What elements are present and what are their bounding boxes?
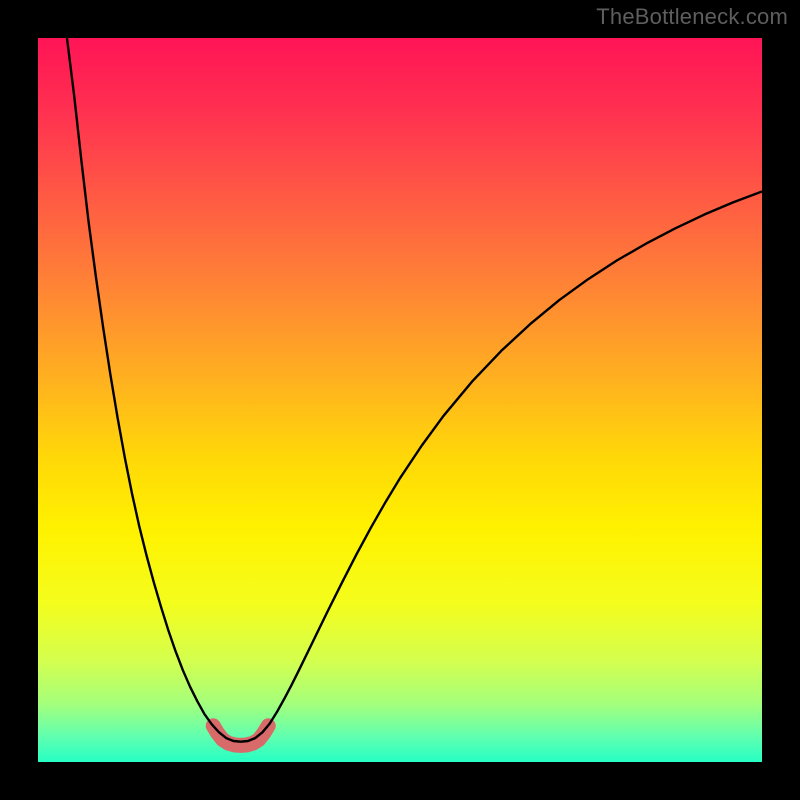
bottleneck-curve [67,38,762,742]
watermark-text: TheBottleneck.com [596,4,788,30]
curve-layer [38,38,762,762]
plot-area [38,38,762,762]
